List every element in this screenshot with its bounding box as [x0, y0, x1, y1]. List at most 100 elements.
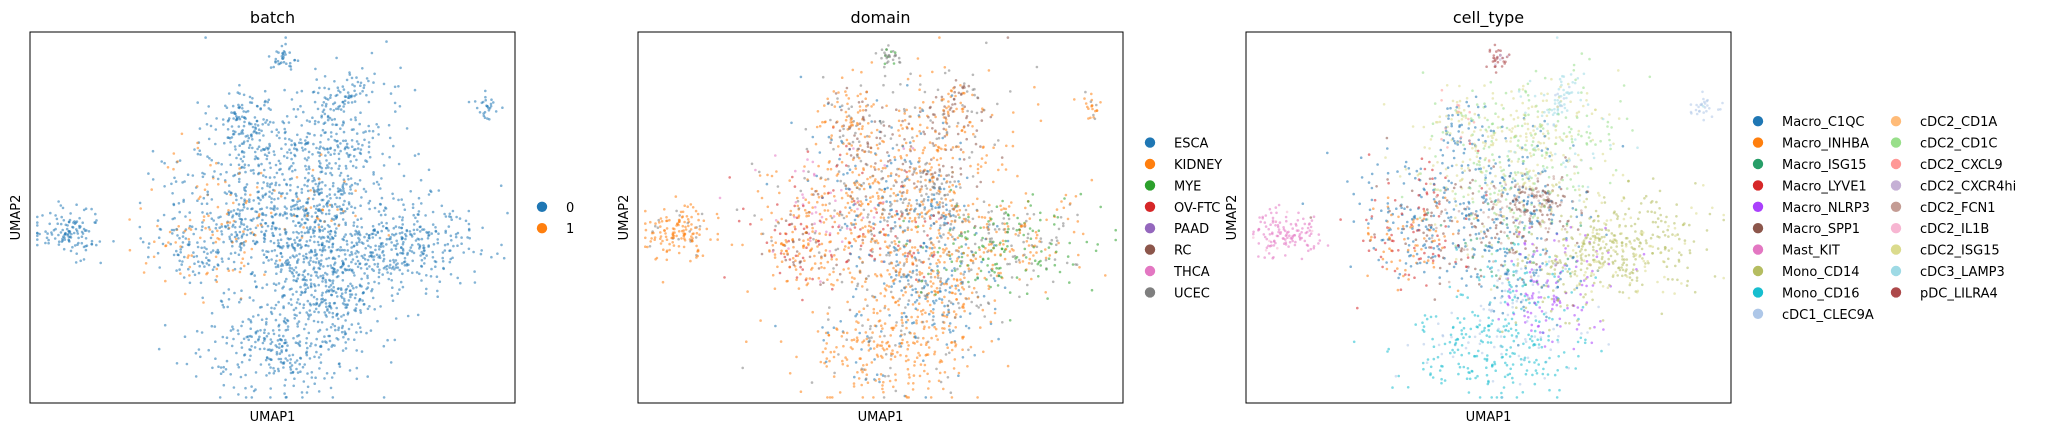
umap-point: [436, 295, 440, 299]
umap-point: [770, 174, 774, 178]
umap-point: [160, 160, 163, 163]
umap-point: [1038, 240, 1041, 243]
umap-point: [294, 361, 297, 364]
umap-point: [859, 204, 863, 208]
umap-point: [896, 236, 899, 240]
umap-point: [315, 274, 318, 277]
umap-point: [864, 225, 867, 228]
umap-point: [278, 191, 281, 194]
umap-point: [330, 203, 334, 207]
umap-point: [931, 311, 935, 315]
umap-point: [240, 261, 243, 265]
umap-point: [778, 271, 782, 275]
umap-point: [941, 121, 945, 125]
umap-point: [691, 232, 694, 236]
umap-point: [398, 215, 401, 219]
umap-point: [354, 262, 358, 266]
umap-point: [299, 206, 303, 209]
umap-point: [355, 331, 358, 334]
umap-point: [317, 120, 320, 124]
umap-point: [838, 272, 842, 276]
umap-point: [418, 230, 422, 233]
umap-point: [203, 240, 206, 243]
umap-point: [319, 210, 323, 213]
umap-point: [956, 121, 960, 125]
umap-point: [665, 216, 668, 219]
umap-point: [1007, 217, 1011, 221]
umap-point: [441, 256, 445, 260]
umap-point: [950, 166, 954, 169]
umap-point: [255, 186, 259, 189]
umap-point: [955, 202, 959, 205]
umap-point: [954, 287, 958, 290]
umap-point: [194, 351, 198, 355]
umap-point: [1028, 227, 1032, 230]
umap-point: [335, 56, 338, 60]
umap-point: [845, 331, 849, 335]
umap-point: [362, 165, 365, 168]
umap-point: [947, 231, 950, 235]
umap-point: [957, 213, 960, 216]
umap-point: [55, 217, 59, 221]
umap-point: [277, 300, 280, 304]
umap-point: [254, 127, 258, 130]
umap-point: [360, 350, 364, 353]
umap-point: [939, 254, 942, 258]
umap-point: [250, 247, 254, 251]
umap-point: [292, 279, 296, 282]
umap-point: [880, 48, 884, 51]
umap-point: [171, 232, 174, 235]
umap-point: [262, 261, 265, 265]
umap-point: [947, 92, 950, 96]
umap-point: [864, 97, 867, 100]
umap-point: [1002, 243, 1005, 246]
umap-point: [1051, 280, 1055, 284]
umap-point: [335, 313, 339, 316]
umap-point: [832, 270, 835, 274]
umap-point: [343, 303, 347, 306]
umap-point: [919, 245, 923, 249]
umap-point: [306, 197, 310, 201]
umap-point: [820, 194, 824, 198]
umap-point: [958, 208, 962, 212]
umap-point: [947, 299, 951, 303]
umap-point: [908, 216, 912, 220]
umap-point: [36, 221, 39, 224]
umap-point: [232, 260, 236, 264]
umap-point: [773, 287, 777, 291]
umap-point: [196, 141, 199, 145]
umap-point: [899, 267, 902, 271]
umap-point: [269, 387, 273, 390]
umap-point: [671, 236, 674, 239]
umap-point: [345, 239, 349, 243]
umap-point: [861, 125, 864, 128]
umap-point: [929, 224, 933, 227]
umap-point: [316, 276, 320, 279]
umap-point: [344, 319, 347, 322]
umap-point: [898, 297, 901, 301]
umap-point: [766, 205, 770, 209]
umap-point: [1062, 222, 1065, 225]
umap-point: [920, 187, 923, 191]
umap-point: [54, 214, 57, 217]
umap-point: [297, 334, 301, 337]
umap-point: [215, 275, 219, 278]
umap-point: [448, 260, 452, 264]
umap-point: [323, 248, 327, 252]
umap-point: [323, 311, 327, 314]
umap-point: [202, 196, 206, 200]
umap-point: [252, 299, 255, 302]
umap-point: [349, 295, 352, 299]
umap-point: [931, 121, 935, 124]
umap-point: [302, 110, 305, 114]
umap-point: [870, 131, 873, 135]
umap-point: [305, 119, 309, 122]
umap-point: [253, 157, 257, 161]
umap-point: [847, 240, 851, 244]
umap-point: [237, 106, 240, 109]
scatter-points: [36, 36, 509, 399]
umap-point: [288, 354, 291, 357]
umap-point: [952, 367, 956, 370]
umap-point: [861, 341, 864, 344]
umap-point: [320, 211, 324, 215]
